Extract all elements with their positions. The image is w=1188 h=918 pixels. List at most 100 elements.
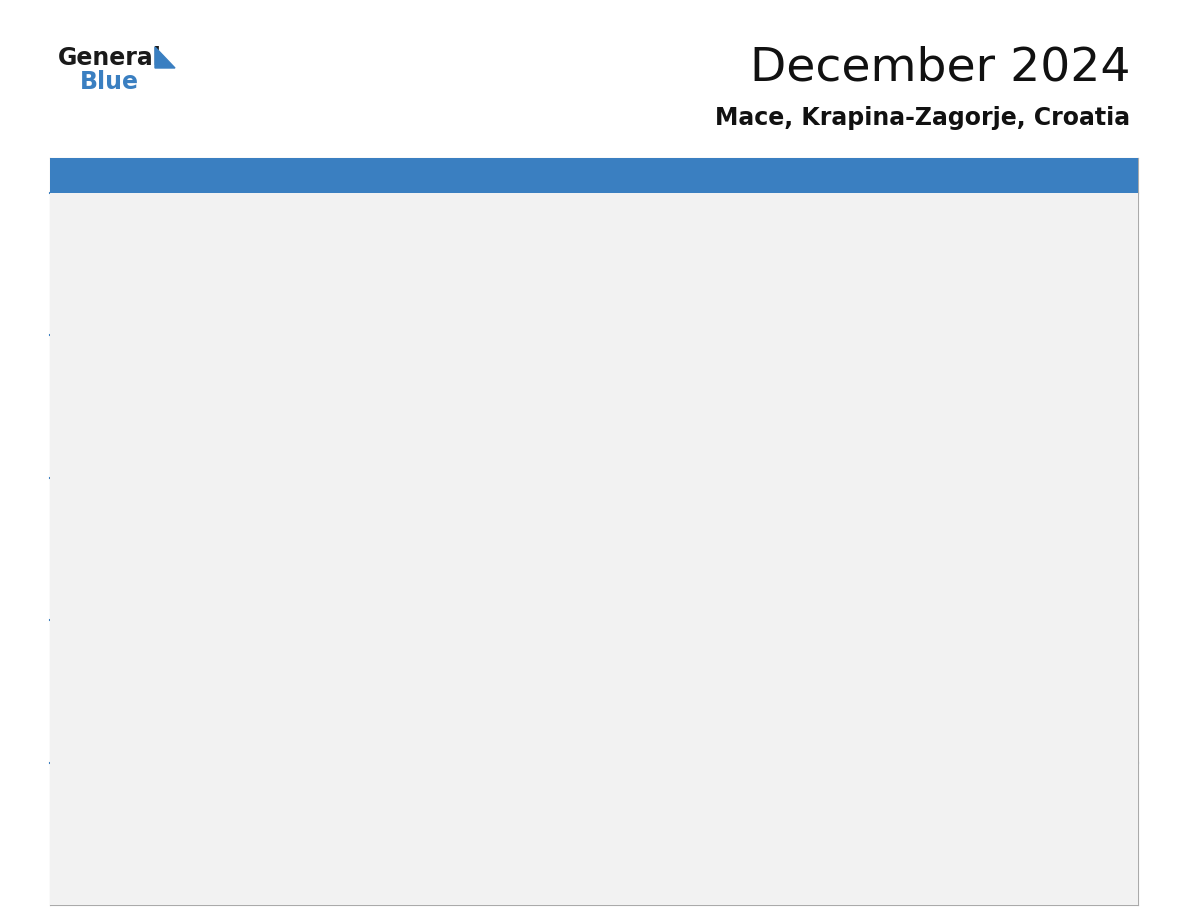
Text: Daylight: 8 hours: Daylight: 8 hours — [368, 822, 470, 834]
Text: 30: 30 — [213, 773, 233, 788]
Text: Sunset: 4:15 PM: Sunset: 4:15 PM — [678, 663, 775, 676]
Text: Sunset: 4:14 PM: Sunset: 4:14 PM — [368, 663, 463, 676]
Text: and 38 minutes.: and 38 minutes. — [368, 554, 465, 566]
Text: 26: 26 — [678, 630, 699, 645]
Text: Daylight: 8 hours: Daylight: 8 hours — [834, 252, 936, 265]
Text: Daylight: 8 hours: Daylight: 8 hours — [213, 537, 315, 550]
Text: Sunset: 4:12 PM: Sunset: 4:12 PM — [990, 521, 1085, 533]
Text: Daylight: 8 hours: Daylight: 8 hours — [368, 537, 470, 550]
Text: Daylight: 8 hours: Daylight: 8 hours — [57, 252, 159, 265]
Text: Thursday: Thursday — [710, 166, 788, 185]
Text: Friday: Friday — [880, 166, 930, 185]
Text: 10: 10 — [368, 345, 388, 361]
Text: 27: 27 — [834, 630, 854, 645]
Text: Daylight: 8 hours: Daylight: 8 hours — [678, 395, 781, 408]
Text: Daylight: 8 hours: Daylight: 8 hours — [213, 822, 315, 834]
Text: Sunrise: 7:30 AM: Sunrise: 7:30 AM — [990, 362, 1089, 375]
Text: and 41 minutes.: and 41 minutes. — [368, 838, 465, 851]
Text: Daylight: 8 hours: Daylight: 8 hours — [213, 395, 315, 408]
Text: 15: 15 — [57, 487, 77, 503]
Text: Daylight: 8 hours: Daylight: 8 hours — [678, 252, 781, 265]
Text: Daylight: 8 hours: Daylight: 8 hours — [834, 679, 936, 692]
Text: Sunrise: 7:36 AM: Sunrise: 7:36 AM — [368, 646, 468, 659]
Text: 31: 31 — [368, 773, 388, 788]
Text: Sunset: 4:12 PM: Sunset: 4:12 PM — [57, 236, 152, 249]
Text: and 39 minutes.: and 39 minutes. — [57, 554, 153, 566]
Text: Sunset: 4:11 PM: Sunset: 4:11 PM — [523, 521, 619, 533]
Text: and 41 minutes.: and 41 minutes. — [678, 411, 776, 424]
Text: Sunset: 4:10 PM: Sunset: 4:10 PM — [678, 236, 775, 249]
Text: Daylight: 8 hours: Daylight: 8 hours — [213, 252, 315, 265]
Text: Daylight: 8 hours: Daylight: 8 hours — [834, 395, 936, 408]
Text: Sunday: Sunday — [96, 166, 159, 185]
Text: and 37 minutes.: and 37 minutes. — [368, 696, 465, 709]
Text: Sunset: 4:17 PM: Sunset: 4:17 PM — [57, 805, 152, 818]
Text: Sunrise: 7:32 AM: Sunrise: 7:32 AM — [213, 504, 312, 517]
Text: and 39 minutes.: and 39 minutes. — [57, 838, 153, 851]
Text: Blue: Blue — [80, 70, 139, 94]
Text: Sunrise: 7:35 AM: Sunrise: 7:35 AM — [990, 504, 1089, 517]
Text: Daylight: 8 hours: Daylight: 8 hours — [213, 679, 315, 692]
Text: Daylight: 8 hours: Daylight: 8 hours — [990, 252, 1092, 265]
Text: 1: 1 — [57, 203, 68, 218]
Text: Daylight: 8 hours: Daylight: 8 hours — [57, 679, 159, 692]
Text: Sunrise: 7:33 AM: Sunrise: 7:33 AM — [523, 504, 624, 517]
Text: and 37 minutes.: and 37 minutes. — [990, 554, 1086, 566]
Text: and 40 minutes.: and 40 minutes. — [834, 411, 930, 424]
Text: Sunrise: 7:24 AM: Sunrise: 7:24 AM — [990, 219, 1089, 232]
Text: Sunrise: 7:36 AM: Sunrise: 7:36 AM — [213, 646, 312, 659]
Text: Daylight: 8 hours: Daylight: 8 hours — [990, 395, 1092, 408]
Text: Sunrise: 7:37 AM: Sunrise: 7:37 AM — [834, 646, 934, 659]
Text: Daylight: 8 hours: Daylight: 8 hours — [523, 252, 625, 265]
Text: Daylight: 8 hours: Daylight: 8 hours — [523, 679, 625, 692]
Text: Sunrise: 7:34 AM: Sunrise: 7:34 AM — [834, 504, 934, 517]
Text: Sunrise: 7:25 AM: Sunrise: 7:25 AM — [57, 362, 157, 375]
Text: Sunset: 4:11 PM: Sunset: 4:11 PM — [213, 236, 308, 249]
Text: 19: 19 — [678, 487, 699, 503]
Text: General: General — [58, 46, 162, 70]
Text: Sunset: 4:10 PM: Sunset: 4:10 PM — [368, 378, 463, 391]
Text: 17: 17 — [368, 487, 388, 503]
Text: Sunrise: 7:21 AM: Sunrise: 7:21 AM — [523, 219, 624, 232]
Text: and 37 minutes.: and 37 minutes. — [523, 554, 620, 566]
Text: Sunset: 4:10 PM: Sunset: 4:10 PM — [213, 521, 308, 533]
Text: Sunrise: 7:26 AM: Sunrise: 7:26 AM — [213, 362, 312, 375]
Text: 22: 22 — [57, 630, 77, 645]
Text: Sunset: 4:10 PM: Sunset: 4:10 PM — [834, 236, 930, 249]
Text: Monday: Monday — [251, 166, 316, 185]
Text: Sunrise: 7:37 AM: Sunrise: 7:37 AM — [990, 646, 1089, 659]
Text: 25: 25 — [523, 630, 544, 645]
Text: Daylight: 8 hours: Daylight: 8 hours — [990, 679, 1092, 692]
Text: 13: 13 — [834, 345, 854, 361]
Text: 20: 20 — [834, 487, 854, 503]
Text: Sunset: 4:11 PM: Sunset: 4:11 PM — [368, 521, 463, 533]
Text: 7: 7 — [990, 203, 999, 218]
Text: 21: 21 — [990, 487, 1010, 503]
Text: Daylight: 8 hours: Daylight: 8 hours — [57, 822, 159, 834]
Text: Sunrise: 7:35 AM: Sunrise: 7:35 AM — [57, 646, 157, 659]
Text: 12: 12 — [678, 345, 699, 361]
Text: Sunrise: 7:38 AM: Sunrise: 7:38 AM — [368, 789, 468, 801]
Text: 8: 8 — [57, 345, 68, 361]
Text: 29: 29 — [57, 773, 77, 788]
Text: and 39 minutes.: and 39 minutes. — [990, 696, 1086, 709]
Text: Sunset: 4:10 PM: Sunset: 4:10 PM — [57, 521, 152, 533]
Text: Sunset: 4:11 PM: Sunset: 4:11 PM — [523, 236, 619, 249]
Text: Sunset: 4:13 PM: Sunset: 4:13 PM — [57, 663, 152, 676]
Text: Sunset: 4:13 PM: Sunset: 4:13 PM — [213, 663, 308, 676]
Text: Sunrise: 7:34 AM: Sunrise: 7:34 AM — [678, 504, 779, 517]
Text: Sunset: 4:16 PM: Sunset: 4:16 PM — [834, 663, 930, 676]
Text: Sunrise: 7:28 AM: Sunrise: 7:28 AM — [523, 362, 624, 375]
Text: and 37 minutes.: and 37 minutes. — [678, 554, 775, 566]
Text: Sunrise: 7:36 AM: Sunrise: 7:36 AM — [523, 646, 624, 659]
Text: Sunset: 4:10 PM: Sunset: 4:10 PM — [834, 378, 930, 391]
Text: 28: 28 — [990, 630, 1010, 645]
Text: and 37 minutes.: and 37 minutes. — [834, 554, 930, 566]
Text: Sunset: 4:10 PM: Sunset: 4:10 PM — [678, 378, 775, 391]
Text: Daylight: 8 hours: Daylight: 8 hours — [57, 395, 159, 408]
Text: Daylight: 8 hours: Daylight: 8 hours — [57, 537, 159, 550]
Text: Sunset: 4:18 PM: Sunset: 4:18 PM — [213, 805, 308, 818]
Text: 14: 14 — [990, 345, 1010, 361]
Text: Sunrise: 7:29 AM: Sunrise: 7:29 AM — [834, 362, 935, 375]
Text: and 42 minutes.: and 42 minutes. — [523, 411, 620, 424]
